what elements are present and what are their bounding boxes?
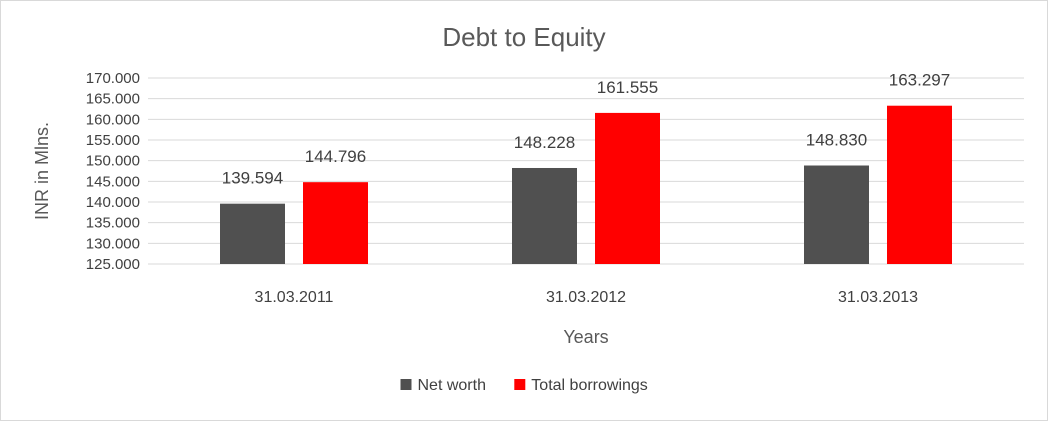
chart-title: Debt to Equity <box>442 22 605 52</box>
y-tick-label: 170.000 <box>86 70 140 87</box>
y-tick-label: 145.000 <box>86 173 140 190</box>
data-label: 148.228 <box>514 133 575 152</box>
data-labels: 139.594 144.796 148.228 161.555 148.830 163.2… <box>222 71 950 188</box>
y-tick-label: 130.000 <box>86 235 140 252</box>
bar-net-worth <box>512 167 577 264</box>
bar-total-borrowings <box>595 112 660 264</box>
x-tick-label: 31.03.2013 <box>838 289 918 306</box>
y-tick-label: 150.000 <box>86 153 140 170</box>
y-tick-label: 125.000 <box>86 256 140 273</box>
data-label: 144.796 <box>305 147 366 166</box>
bar-net-worth <box>220 203 285 264</box>
bars <box>220 105 952 264</box>
legend-swatch <box>400 379 412 390</box>
x-axis-ticks: 31.03.2011 31.03.2012 31.03.2013 <box>255 289 919 306</box>
x-axis-label: Years <box>563 327 608 347</box>
y-tick-label: 155.000 <box>86 132 140 149</box>
y-tick-label: 140.000 <box>86 194 140 211</box>
x-tick-label: 31.03.2012 <box>546 289 626 306</box>
gridlines <box>148 77 1024 265</box>
y-axis-ticks: 125.000 130.000 135.000 140.000 145.000 150.0… <box>86 70 140 273</box>
bar-total-borrowings <box>303 182 368 264</box>
x-tick-label: 31.03.2011 <box>255 289 334 306</box>
y-tick-label: 160.000 <box>86 111 140 128</box>
y-tick-label: 135.000 <box>86 215 140 232</box>
data-label: 163.297 <box>889 71 950 90</box>
y-tick-label: 165.000 <box>86 91 140 108</box>
data-label: 139.594 <box>222 169 283 188</box>
data-label: 148.830 <box>806 131 867 150</box>
legend-label: Total borrowings <box>531 377 648 394</box>
legend-swatch <box>514 379 526 390</box>
y-axis-label: INR in Mlns. <box>32 122 52 220</box>
bar-total-borrowings <box>887 105 952 264</box>
data-label: 161.555 <box>597 78 658 97</box>
bar-net-worth <box>804 165 869 264</box>
legend-label: Net worth <box>418 377 486 394</box>
legend: Net worth Total borrowings <box>400 377 648 394</box>
